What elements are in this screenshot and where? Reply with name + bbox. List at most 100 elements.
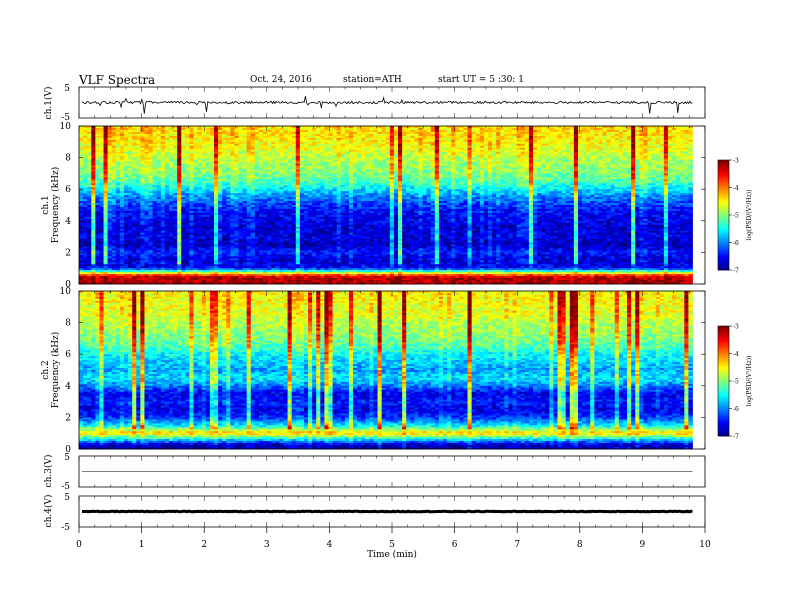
spectrogram-cell: [115, 127, 121, 131]
spectrogram-cell: [557, 133, 562, 137]
spectrogram-cell: [218, 126, 223, 129]
spectrogram-cell: [185, 127, 190, 131]
spectrogram-cell: [128, 137, 133, 141]
spectrogram-cell: [631, 131, 636, 135]
spectrogram-cell: [103, 137, 109, 141]
spectrogram-cell: [532, 126, 538, 129]
spectrogram-cell: [651, 133, 657, 137]
spectrogram-cell: [385, 133, 391, 137]
spectrogram-cell: [332, 126, 338, 129]
spectrogram-cell: [107, 135, 113, 139]
spectrogram-cell: [213, 135, 219, 139]
spectrogram-cell: [95, 129, 100, 133]
spectrogram-cell: [348, 133, 354, 137]
spectrogram-cell: [148, 129, 154, 133]
spectrogram-cell: [598, 127, 603, 131]
spectrogram-cell: [185, 133, 190, 137]
spectrogram-cell: [443, 133, 448, 137]
spectrogram-cell: [614, 127, 620, 131]
spectrogram-cell: [218, 131, 223, 135]
spectrogram-cell: [475, 126, 481, 129]
spectrogram-cell: [418, 135, 423, 139]
spectrogram-cell: [193, 129, 199, 133]
spectrogram-cell: [606, 126, 612, 129]
spectrogram-cell: [492, 131, 497, 135]
spectrogram-cell: [111, 131, 117, 135]
spectrogram-cell: [520, 129, 526, 133]
spectrogram-cell: [173, 127, 178, 131]
spectrogram-cell: [516, 129, 522, 133]
spectrogram-cell: [132, 135, 137, 139]
spectrogram-cell: [316, 131, 321, 135]
spectrogram-cell: [291, 127, 297, 131]
spectrogram-cell: [160, 133, 166, 137]
spectrogram-cell: [594, 131, 599, 135]
spectrogram-cell: [283, 131, 288, 135]
spectrogram-cell: [299, 129, 305, 133]
spectrogram-cell: [213, 133, 219, 137]
spectrogram-cell: [95, 133, 100, 137]
spectrogram-cell: [123, 133, 129, 137]
spectrogram-cell: [500, 135, 505, 139]
spectrogram-cell: [508, 131, 513, 135]
spectrogram-cell: [303, 127, 309, 131]
spectrogram-cell: [418, 127, 423, 131]
spectrogram-cell: [520, 135, 526, 139]
spectrogram-cell: [406, 135, 411, 139]
spectrogram-cell: [242, 127, 248, 131]
spectrogram-cell: [627, 135, 632, 139]
spectrogram-cell: [516, 135, 522, 139]
spectrogram-cell: [627, 131, 632, 135]
spectrogram-cell: [561, 126, 567, 129]
spectrogram-cell: [651, 129, 657, 133]
spectrogram-cell: [148, 137, 154, 141]
spectrogram-cell: [246, 127, 252, 131]
spectrogram-cell: [676, 127, 681, 131]
spectrogram-cell: [447, 133, 452, 137]
spectrogram-cell: [455, 135, 460, 139]
spectrogram-cell: [549, 126, 554, 129]
spectrogram-cell: [369, 129, 374, 133]
spectrogram-cell: [336, 131, 342, 135]
spectrogram-cell: [528, 127, 534, 131]
spectrogram-cell: [373, 129, 378, 133]
spectrogram-cell: [168, 129, 174, 133]
spectrogram-cell: [430, 131, 436, 135]
spectrogram-cell: [250, 126, 256, 129]
spectrogram-cell: [173, 129, 178, 133]
spectrogram-cell: [91, 131, 96, 135]
spectrogram-cell: [201, 135, 207, 139]
spectrogram-cell: [234, 131, 239, 135]
spectrogram-cell: [557, 127, 562, 131]
spectrogram-cell: [222, 137, 227, 141]
spectrogram-cell: [532, 135, 538, 139]
spectrogram-cell: [516, 131, 522, 135]
spectrogram-cell: [123, 127, 129, 131]
spectrogram-cell: [148, 131, 154, 135]
spectrogram-cell: [434, 131, 440, 135]
spectrogram-cell: [193, 126, 199, 129]
spectrogram-cell: [201, 133, 207, 137]
spectrogram-cell: [87, 133, 92, 137]
spectrogram-cell: [541, 131, 546, 135]
spectrogram-cell: [594, 127, 599, 131]
spectrogram-cell: [250, 135, 256, 139]
spectrogram-cell: [602, 127, 607, 131]
spectrogram-cell: [541, 133, 546, 137]
spectrogram-cell: [475, 129, 481, 133]
spectrogram-cell: [639, 127, 644, 131]
spectrogram-cell: [324, 126, 329, 129]
spectrogram-cell: [160, 127, 166, 131]
spectrogram-cell: [275, 133, 280, 137]
spectrogram-cell: [369, 131, 374, 135]
spectrogram-cell: [487, 135, 493, 139]
spectrogram-cell: [299, 135, 305, 139]
spectrogram-cell: [438, 129, 444, 133]
spectrogram-cell: [577, 126, 583, 129]
spectrogram-cell: [209, 131, 215, 135]
spectrogram-cell: [246, 133, 252, 137]
spectrogram-cell: [451, 133, 456, 137]
spectrogram-cell: [365, 129, 370, 133]
spectrogram-cell: [267, 126, 272, 129]
